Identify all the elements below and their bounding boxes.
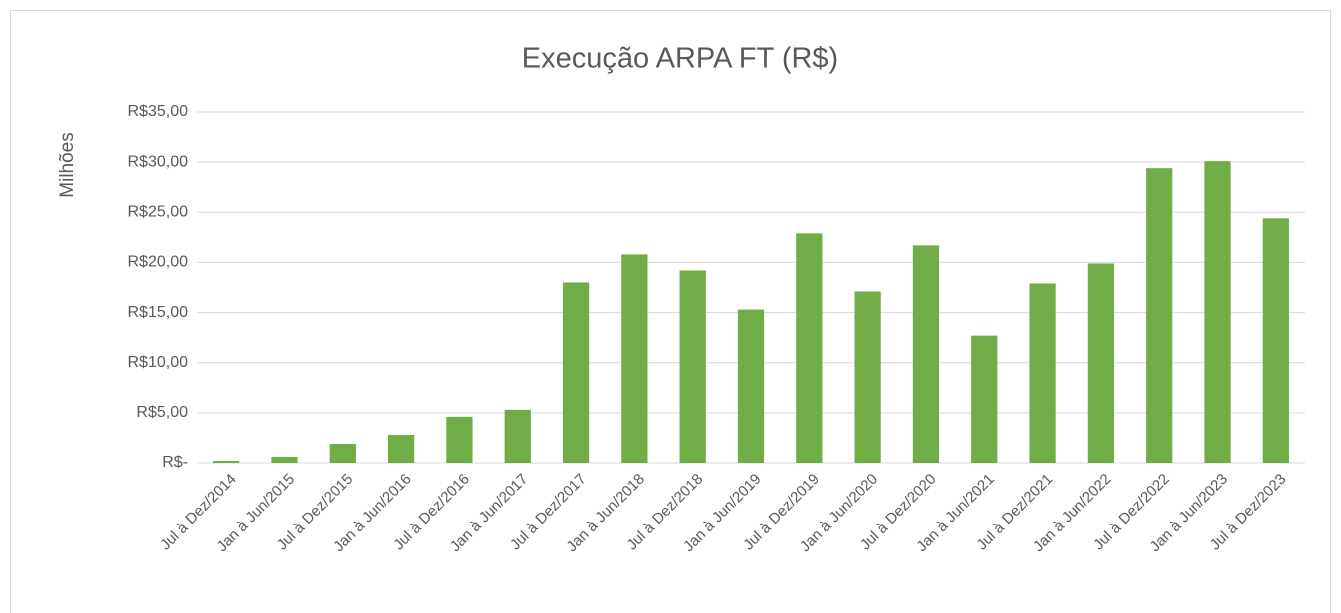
bar — [854, 291, 881, 463]
y-tick-label: R$10,00 — [128, 354, 189, 371]
y-tick-label: R$5,00 — [136, 404, 188, 421]
y-axis-label: Milhões — [57, 132, 78, 197]
bar — [387, 434, 415, 463]
bar — [1087, 263, 1115, 463]
chart-title: Execução ARPA FT (R$) — [522, 43, 838, 75]
bar — [213, 460, 240, 463]
y-tick-label: R$- — [162, 454, 188, 471]
bar — [679, 270, 706, 463]
bar — [621, 254, 648, 463]
bar — [1146, 168, 1173, 463]
bar — [1262, 218, 1289, 463]
bar — [1204, 161, 1231, 463]
bar — [971, 335, 998, 463]
bar — [446, 416, 473, 463]
bar — [329, 443, 356, 463]
y-tick-label: R$35,00 — [128, 103, 189, 120]
bar — [1029, 283, 1056, 463]
y-tick-label: R$15,00 — [128, 304, 189, 321]
bar — [796, 233, 823, 463]
y-tick-label: R$30,00 — [128, 153, 189, 170]
bar — [912, 245, 940, 463]
bar — [562, 282, 590, 463]
bar — [504, 409, 531, 463]
y-tick-label: R$20,00 — [128, 254, 189, 271]
y-tick-label: R$25,00 — [128, 204, 189, 221]
bar — [271, 456, 298, 463]
bar — [737, 309, 765, 463]
